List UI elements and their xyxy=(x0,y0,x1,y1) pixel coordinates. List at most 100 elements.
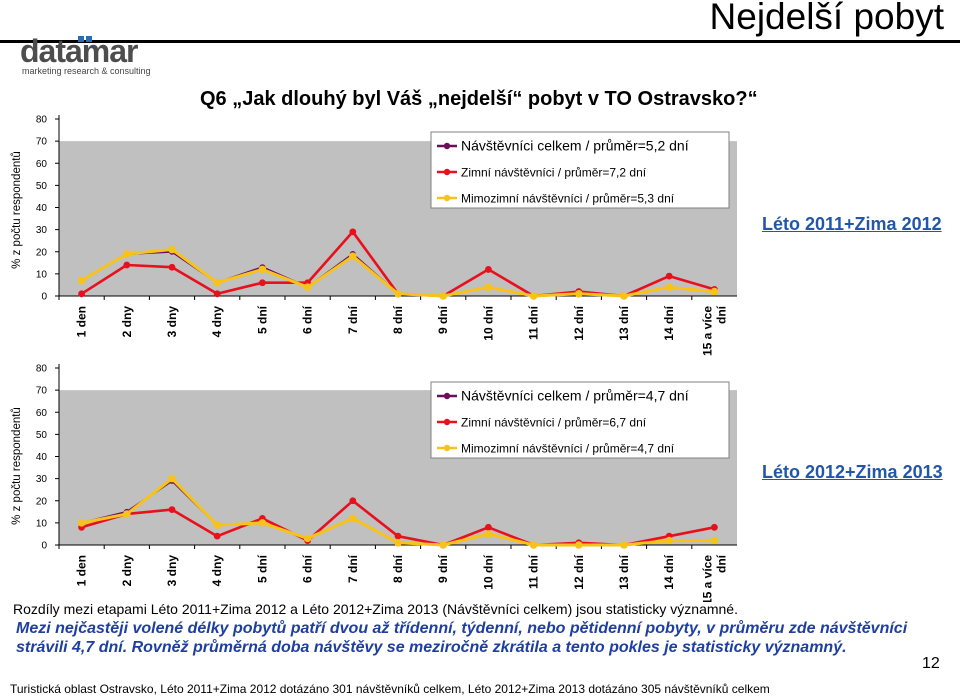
legend-entry: Návštěvníci celkem / průměr=4,7 dní xyxy=(461,388,689,404)
y-tick-label: 20 xyxy=(36,496,48,507)
data-point xyxy=(439,541,448,549)
y-tick-label: 40 xyxy=(36,203,48,214)
x-tick-label: 6 dní xyxy=(301,554,315,583)
y-tick-label: 60 xyxy=(36,159,48,170)
x-tick-label: 8 dní xyxy=(391,554,405,583)
x-tick-label: 11 dní xyxy=(527,305,541,340)
data-point xyxy=(439,292,448,300)
x-tick-label: 4 dny xyxy=(210,555,224,587)
data-point xyxy=(394,532,402,540)
x-tick-label: 7 dní xyxy=(346,554,360,583)
x-tick-label: 3 dny xyxy=(165,306,179,338)
summary-note: Mezi nejčastěji volené délky pobytů patř… xyxy=(16,620,908,656)
y-tick-label: 0 xyxy=(41,541,47,552)
data-point xyxy=(575,541,583,549)
legend-entry: Mimozimní návštěvníci / průměr=5,3 dní xyxy=(461,192,675,206)
x-tick-label-line: 15 a více xyxy=(700,306,714,356)
question-text: Q6 „Jak dlouhý byl Váš „nejdelší“ pobyt … xyxy=(200,88,758,110)
page-title: Nejdelší pobyt xyxy=(709,0,944,37)
legend-entry: Návštěvníci celkem / průměr=5,2 dní xyxy=(461,138,689,154)
data-point xyxy=(665,272,673,280)
x-tick-label: 12 dní xyxy=(572,305,586,340)
x-tick-label-line: dní xyxy=(714,305,728,324)
data-point xyxy=(484,283,493,291)
y-tick-label: 20 xyxy=(36,247,48,258)
legend-swatch-marker xyxy=(443,194,451,202)
data-point xyxy=(620,292,628,300)
data-point xyxy=(77,519,86,527)
x-tick-label: 15 a vícední xyxy=(700,305,728,356)
y-tick-label: 30 xyxy=(36,474,48,485)
x-tick-label: 1 den xyxy=(75,555,89,586)
data-point xyxy=(710,287,719,296)
y-tick-label: 80 xyxy=(36,115,48,126)
data-point xyxy=(485,266,492,273)
data-point xyxy=(394,289,402,298)
period-label-2: Léto 2012+Zima 2013 xyxy=(762,462,943,482)
x-tick-label: 2 dny xyxy=(120,306,134,338)
data-point xyxy=(213,290,221,298)
data-point xyxy=(213,532,221,540)
y-axis-label: % z počtu respondentů xyxy=(11,407,23,525)
data-point xyxy=(575,289,583,298)
x-tick-label: 8 dní xyxy=(391,305,405,334)
data-point xyxy=(303,534,312,543)
x-tick-label: 5 dní xyxy=(255,554,269,583)
y-tick-label: 70 xyxy=(36,386,48,397)
y-tick-label: 70 xyxy=(36,137,48,148)
logo-dot-2 xyxy=(86,36,92,42)
legend-swatch-marker xyxy=(443,168,451,176)
y-tick-label: 40 xyxy=(36,452,48,463)
logo-dot-1 xyxy=(78,36,84,42)
footer-note: Turistická oblast Ostravsko, Léto 2011+Z… xyxy=(10,682,770,696)
legend-swatch-marker xyxy=(443,392,451,400)
y-tick-label: 10 xyxy=(36,269,48,280)
data-point xyxy=(213,278,221,287)
data-point xyxy=(394,538,402,547)
data-point xyxy=(349,514,357,523)
x-tick-label: 2 dny xyxy=(120,555,134,587)
y-tick-label: 10 xyxy=(36,518,48,529)
title-divider xyxy=(0,40,960,43)
x-tick-label: 7 dní xyxy=(346,305,360,334)
data-point xyxy=(665,283,673,291)
x-tick-label: 12 dní xyxy=(572,554,586,589)
data-point xyxy=(485,523,492,531)
chart-2: 0 10 20 30 40 50 60 70 80 % z počtu respondentů 1 … xyxy=(11,364,737,602)
x-tick-label: 6 dní xyxy=(301,305,315,334)
data-point xyxy=(710,536,719,545)
x-tick-label: 4 dny xyxy=(210,306,224,338)
data-point xyxy=(303,283,312,291)
legend-box xyxy=(430,131,730,209)
legend-swatch-marker xyxy=(443,444,451,452)
logo-tagline: marketing research & consulting xyxy=(22,66,151,76)
x-tick-label: 14 dní xyxy=(662,554,676,589)
y-axis-label: % z počtu respondentů xyxy=(11,151,23,269)
data-point xyxy=(349,228,357,236)
x-tick-label: 13 dní xyxy=(617,305,631,340)
x-tick-label: 10 dní xyxy=(481,554,495,589)
x-tick-label-line: 15 a více xyxy=(700,555,714,602)
data-point xyxy=(258,519,267,527)
data-point xyxy=(123,261,131,269)
significance-note: Rozdíly mezi etapami Léto 2011+Zima 2012… xyxy=(13,601,738,617)
data-point xyxy=(259,279,266,287)
data-point xyxy=(168,245,176,254)
x-tick-label-line: dní xyxy=(714,554,728,573)
y-tick-label: 50 xyxy=(36,181,48,192)
data-point xyxy=(168,474,176,483)
data-point xyxy=(620,541,628,549)
y-tick-label: 60 xyxy=(36,408,48,419)
data-point xyxy=(665,536,673,545)
legend-entry: Zimní návštěvníci / průměr=7,2 dní xyxy=(461,166,647,180)
x-tick-label: 15 a vícední xyxy=(700,554,728,602)
x-tick-label: 9 dní xyxy=(436,305,450,334)
data-point xyxy=(123,250,131,258)
data-point xyxy=(77,276,86,285)
period-label-1: Léto 2011+Zima 2012 xyxy=(762,214,942,234)
x-tick-label: 5 dní xyxy=(255,305,269,334)
data-point xyxy=(168,506,176,513)
x-tick-label: 3 dny xyxy=(165,555,179,587)
legend-swatch-marker xyxy=(443,418,451,426)
data-point xyxy=(78,290,85,298)
